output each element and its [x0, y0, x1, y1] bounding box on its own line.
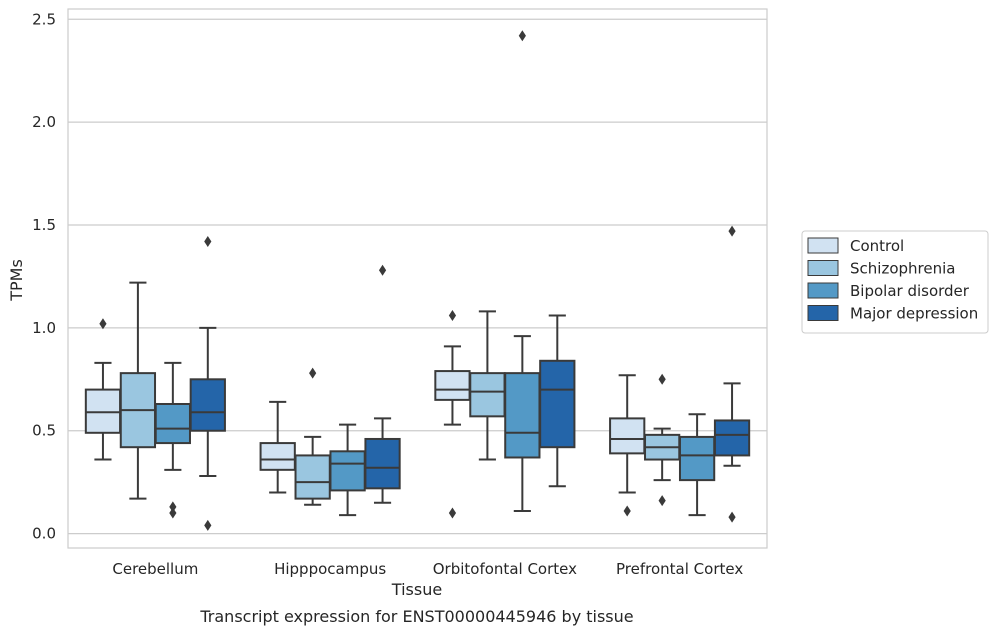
y-tick-label: 2.0 — [32, 113, 56, 131]
x-tick-label: Prefrontal Cortex — [616, 560, 743, 578]
outlier-point — [448, 507, 457, 519]
y-tick-label: 1.5 — [32, 216, 56, 234]
box — [678, 435, 716, 482]
outlier-point — [728, 225, 736, 237]
legend-swatch — [807, 237, 839, 254]
y-axis-ticks: 0.0 0.5 1.0 1.5 2.0 2.5 — [32, 10, 56, 542]
box — [294, 454, 331, 500]
legend: Control Schizophrenia Bipolar disorder Majo… — [801, 230, 989, 334]
outlier-point — [658, 373, 666, 385]
outlier-point — [169, 507, 177, 519]
outlier-point — [99, 318, 107, 330]
plot-area-frame — [67, 8, 768, 549]
outlier-point — [169, 501, 177, 513]
x-tick-label: Cerebellum — [112, 560, 198, 578]
y-tick-label: 0.5 — [32, 422, 56, 440]
legend-swatch — [807, 305, 839, 321]
box — [504, 372, 541, 459]
legend-label: Major depression — [850, 305, 978, 323]
box — [329, 450, 366, 492]
box-series-group — [84, 30, 751, 531]
x-axis-ticks: Cerebellum Hipppocampus Orbitofontal Corte… — [112, 560, 743, 578]
y-axis-label: TPMs — [7, 259, 26, 302]
x-tick-label: Hipppocampus — [274, 560, 386, 578]
box — [609, 417, 646, 455]
outlier-point — [448, 310, 457, 322]
legend-label: Bipolar disorder — [850, 282, 970, 300]
chart-caption: Transcript expression for ENST0000044594… — [199, 607, 633, 626]
outlier-point — [623, 505, 631, 517]
x-axis-label: Tissue — [391, 580, 442, 599]
box — [259, 442, 296, 471]
box — [364, 437, 401, 490]
box — [84, 388, 122, 434]
box — [539, 359, 576, 449]
y-tick-label: 0.0 — [32, 525, 56, 543]
legend-frame — [801, 230, 989, 334]
x-tick-label: Orbitofontal Cortex — [433, 560, 577, 578]
outlier-point — [204, 519, 212, 531]
box — [469, 372, 506, 418]
legend-swatch — [807, 282, 839, 299]
outlier-point — [204, 235, 212, 247]
outlier-point — [658, 495, 666, 507]
legend-label: Schizophrenia — [850, 260, 955, 278]
box — [434, 370, 471, 401]
box — [154, 402, 191, 445]
legend-swatch — [807, 260, 839, 276]
y-tick-label: 1.0 — [32, 319, 56, 337]
box — [713, 419, 751, 457]
outlier-point — [378, 264, 387, 276]
outlier-point — [728, 511, 736, 523]
y-tick-label: 2.5 — [32, 10, 56, 28]
outlier-point — [309, 367, 317, 379]
legend-label: Control — [850, 237, 904, 255]
box — [189, 378, 226, 432]
outlier-point — [518, 30, 526, 42]
